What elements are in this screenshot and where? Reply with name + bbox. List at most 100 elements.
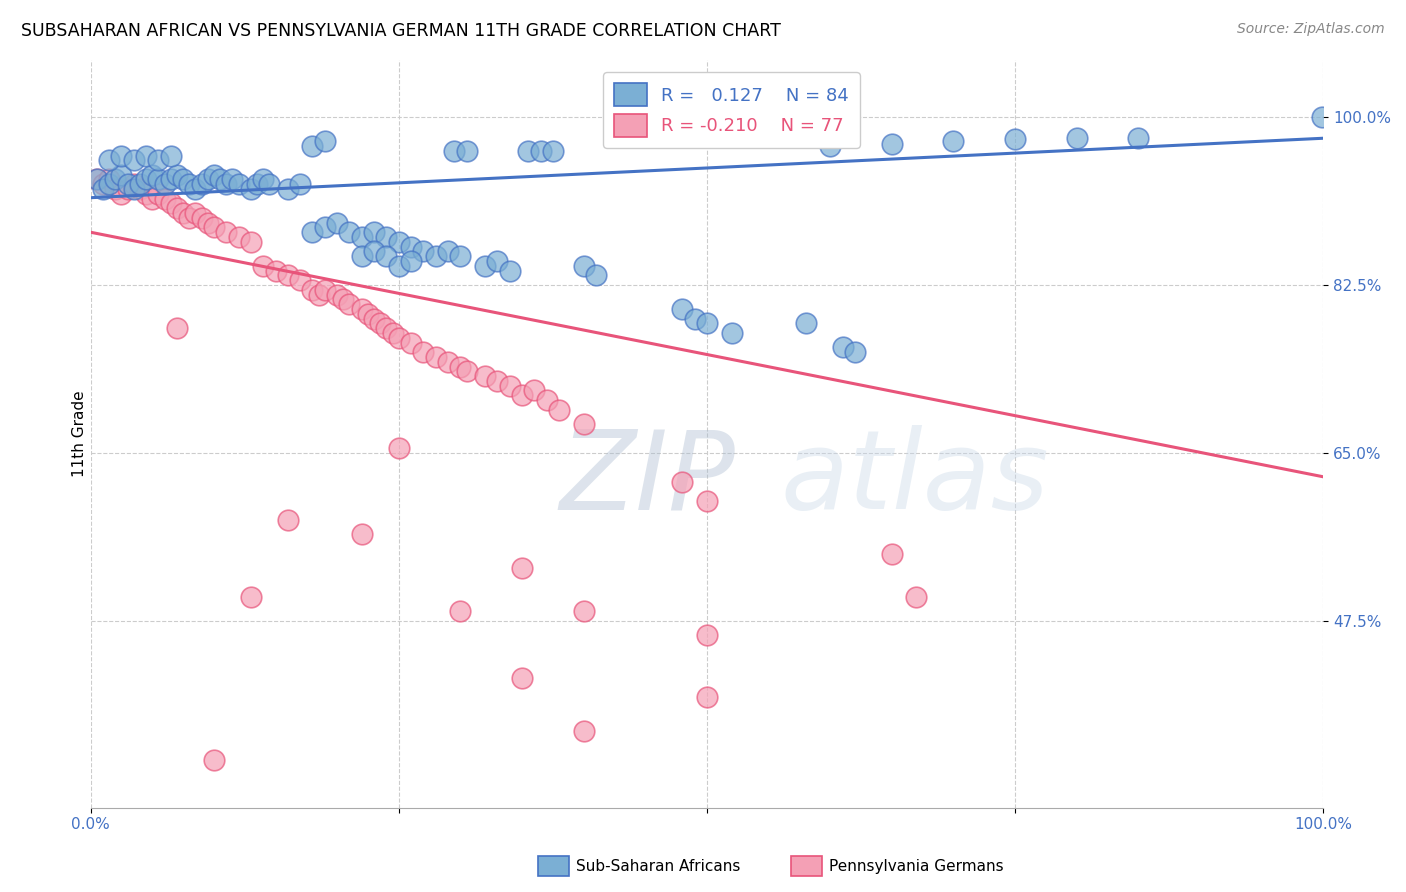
Point (104, 172, 127, 186)
Point (197, 216, 219, 230)
Point (129, 178, 152, 192)
Point (523, 384, 546, 398)
Point (363, 225, 385, 239)
Point (880, 547, 903, 561)
Point (228, 230, 250, 244)
Text: Source: ZipAtlas.com: Source: ZipAtlas.com (1237, 22, 1385, 37)
Point (474, 259, 496, 273)
Point (1066, 131, 1088, 145)
Point (172, 206, 194, 220)
Point (363, 244, 385, 259)
Point (357, 307, 380, 321)
Point (301, 283, 323, 297)
Point (1004, 132, 1026, 146)
Point (388, 259, 411, 273)
Point (456, 364, 478, 378)
Point (221, 172, 243, 186)
Point (388, 331, 411, 345)
Point (486, 254, 509, 268)
Point (148, 172, 170, 186)
Point (110, 186, 132, 201)
Point (437, 244, 460, 259)
Point (510, 671, 533, 685)
Point (314, 134, 336, 148)
Point (399, 239, 422, 253)
Point (86, 172, 108, 186)
Point (98, 178, 121, 192)
Point (166, 321, 188, 335)
Point (412, 244, 434, 259)
Point (375, 321, 398, 335)
Point (368, 316, 391, 330)
Point (425, 350, 447, 364)
Point (572, 259, 595, 273)
Point (110, 148, 132, 162)
Point (98, 172, 121, 186)
Point (326, 216, 349, 230)
Point (141, 192, 163, 206)
Point (228, 178, 250, 192)
Point (117, 178, 139, 192)
Point (184, 182, 207, 196)
Point (122, 153, 145, 168)
Point (375, 249, 398, 263)
Point (339, 225, 361, 239)
Point (129, 182, 152, 196)
Point (831, 340, 853, 354)
Point (246, 178, 269, 192)
Point (794, 316, 817, 330)
Point (499, 378, 522, 392)
Text: SUBSAHARAN AFRICAN VS PENNSYLVANIA GERMAN 11TH GRADE CORRELATION CHART: SUBSAHARAN AFRICAN VS PENNSYLVANIA GERMA… (21, 22, 780, 40)
Point (202, 168, 225, 182)
Point (301, 139, 323, 153)
Point (301, 225, 323, 239)
Point (548, 402, 571, 417)
Point (510, 388, 533, 402)
Point (159, 172, 181, 186)
Point (572, 417, 595, 431)
Point (277, 268, 299, 283)
Point (449, 249, 471, 263)
Point (339, 297, 361, 311)
Point (399, 254, 422, 268)
Point (572, 604, 595, 618)
Point (197, 172, 219, 186)
Point (259, 178, 281, 192)
Point (135, 186, 157, 201)
Point (141, 168, 163, 182)
Point (190, 178, 212, 192)
Point (671, 301, 693, 316)
Point (499, 263, 522, 277)
Point (425, 249, 447, 263)
Point (572, 723, 595, 738)
Point (412, 345, 434, 359)
Point (135, 148, 157, 162)
Point (117, 182, 139, 196)
Point (350, 249, 373, 263)
Point (252, 259, 274, 273)
Point (326, 287, 349, 301)
Text: atlas: atlas (780, 425, 1049, 532)
Point (585, 268, 607, 283)
Point (184, 206, 207, 220)
Point (277, 513, 299, 527)
Point (148, 153, 170, 168)
Point (388, 441, 411, 455)
Point (166, 168, 188, 182)
Point (122, 178, 145, 192)
Point (696, 628, 718, 642)
Point (443, 144, 465, 158)
Point (844, 345, 866, 359)
Point (215, 178, 238, 192)
Point (332, 293, 354, 307)
Point (288, 178, 311, 192)
Point (209, 172, 232, 186)
Point (159, 148, 181, 162)
Point (696, 493, 718, 508)
Point (91, 182, 114, 196)
Text: Sub-Saharan Africans: Sub-Saharan Africans (576, 859, 741, 873)
Point (239, 235, 262, 249)
Point (541, 144, 564, 158)
Point (880, 136, 903, 151)
Point (104, 182, 127, 196)
